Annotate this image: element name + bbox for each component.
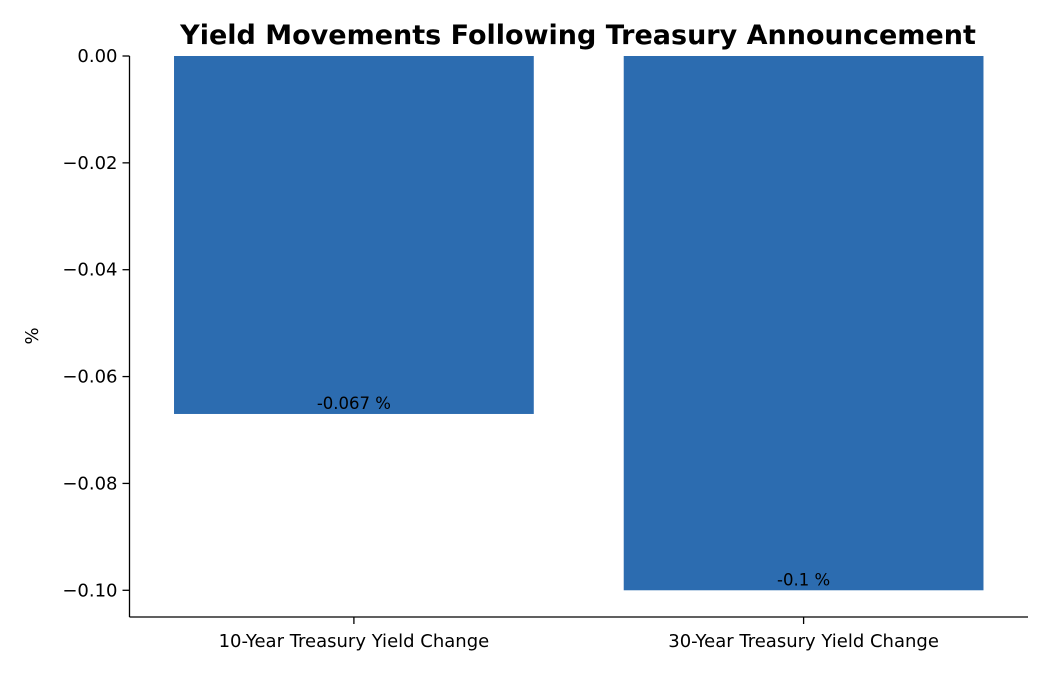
data-label-1: -0.067 % <box>317 394 391 413</box>
data-label-2: -0.1 % <box>777 570 830 589</box>
y-tick-label-1: 0.00 <box>77 46 117 67</box>
x-tick-label-2: 30-Year Treasury Yield Change <box>668 631 939 652</box>
y-tick-label-5: −0.08 <box>62 473 117 494</box>
y-tick-label-6: −0.10 <box>62 580 117 601</box>
bar-2 <box>623 56 984 591</box>
bar-1 <box>174 56 534 414</box>
y-tick-label-2: −0.02 <box>62 153 117 174</box>
bars-group <box>174 56 984 591</box>
data-labels-group: -0.067 % -0.1 % <box>317 394 830 589</box>
y-axis-ticks: 0.00 −0.02 −0.04 −0.06 −0.08 −0.10 <box>62 46 130 601</box>
y-tick-label-4: −0.06 <box>62 367 117 388</box>
x-axis-ticks: 10-Year Treasury Yield Change 30-Year Tre… <box>219 617 939 652</box>
y-axis-label: % <box>22 327 43 344</box>
chart-title: Yield Movements Following Treasury Annou… <box>179 20 976 51</box>
x-tick-label-1: 10-Year Treasury Yield Change <box>219 631 490 652</box>
y-tick-label-3: −0.04 <box>62 260 117 281</box>
